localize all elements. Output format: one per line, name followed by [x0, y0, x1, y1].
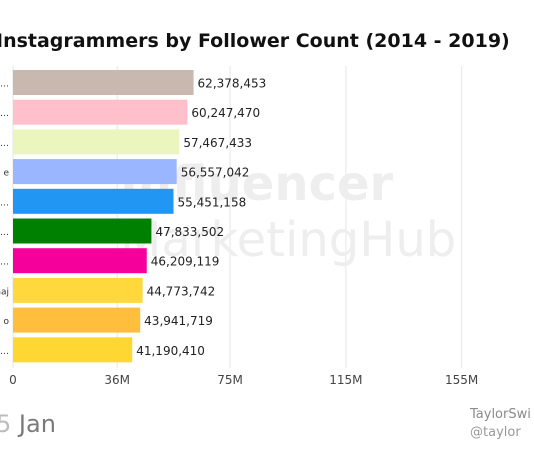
date-month: Jan [18, 410, 56, 438]
bar[interactable] [13, 159, 177, 185]
bar[interactable] [13, 218, 152, 244]
bar[interactable] [13, 129, 180, 155]
category-label: r… [0, 198, 9, 208]
bar[interactable] [13, 248, 147, 274]
value-label: 44,773,742 [147, 284, 216, 298]
bars: v… 62,378,453 … 60,247,470 d… 57,467,433 e 56,5… [0, 70, 267, 363]
value-label: 43,941,719 [144, 314, 213, 328]
x-tick-label: 36M [104, 373, 130, 387]
leader-handle: @taylor [470, 425, 521, 440]
chart-title: Instagrammers by Follower Count (2014 - … [0, 30, 510, 52]
bar[interactable] [13, 188, 174, 214]
category-label: e [3, 169, 9, 179]
watermark-text-2: MarketingHub [120, 212, 456, 268]
x-tick-label: 75M [217, 373, 243, 387]
x-axis: 0 36M 75M 115M 155M [9, 373, 478, 387]
bar[interactable] [13, 337, 133, 363]
value-label: 47,833,502 [155, 225, 224, 239]
leader-name: TaylorSwi [470, 407, 531, 422]
value-label: 57,467,433 [183, 136, 252, 150]
category-label: … [0, 258, 9, 268]
category-label: naj [0, 287, 9, 297]
category-label: o [3, 317, 9, 327]
value-label: 41,190,410 [136, 344, 205, 358]
bar[interactable] [13, 70, 194, 95]
x-tick-label: 155M [445, 373, 478, 387]
bar[interactable] [13, 99, 188, 125]
date-display: 5 Jan [0, 410, 56, 438]
category-label: … [0, 109, 9, 119]
x-tick-label: 115M [329, 373, 362, 387]
watermark-logo: Influencer MarketingHub [120, 156, 456, 268]
x-tick-label: 0 [9, 373, 17, 387]
leader-info: TaylorSwi @taylor [470, 406, 531, 442]
value-label: 46,209,119 [151, 255, 220, 269]
value-label: 55,451,158 [178, 195, 247, 209]
value-label: 60,247,470 [191, 106, 260, 120]
category-label: … [0, 347, 9, 357]
bar[interactable] [13, 277, 143, 303]
bar[interactable] [13, 307, 141, 333]
category-label: … [0, 228, 9, 238]
value-label: 62,378,453 [198, 77, 267, 91]
date-day: 5 [0, 410, 12, 438]
category-label: v… [0, 80, 9, 90]
value-label: 56,557,042 [181, 166, 250, 180]
category-label: d… [0, 139, 9, 149]
